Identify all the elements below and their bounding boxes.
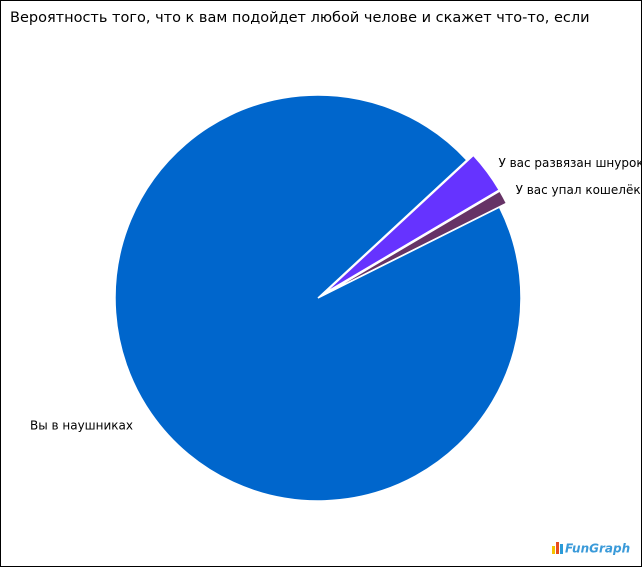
pie-slice	[114, 94, 522, 502]
slice-label: У вас развязан шнурок	[498, 156, 642, 170]
slice-label: У вас упал кошелёк	[516, 183, 641, 197]
watermark: FunGraph	[565, 542, 630, 556]
slice-label: Вы в наушниках	[30, 419, 133, 433]
pie-slice	[324, 189, 508, 295]
watermark-logo	[552, 542, 563, 554]
pie-slice	[323, 154, 501, 294]
chart-title: Вероятность того, что к вам подойдет люб…	[10, 10, 590, 26]
